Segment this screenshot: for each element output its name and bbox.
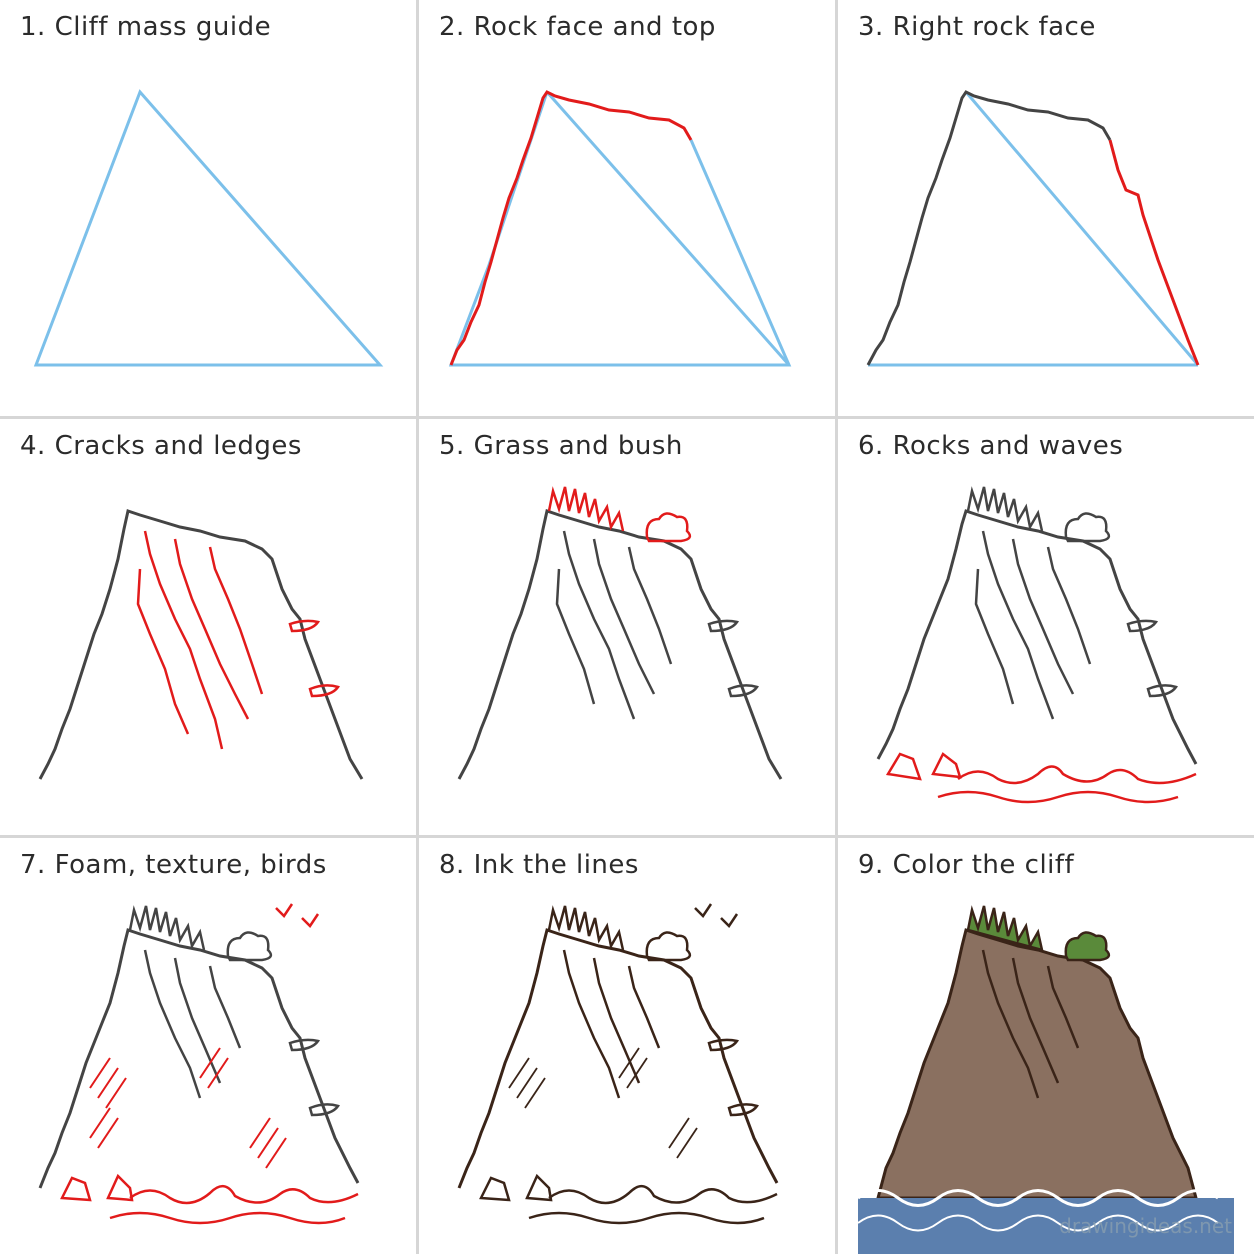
step-caption: 8. Ink the lines — [439, 850, 639, 880]
step-panel-9: 9. Color the cliff — [838, 838, 1254, 1254]
step-caption: 9. Color the cliff — [858, 850, 1075, 880]
grid-divider-h2 — [0, 835, 1254, 838]
step-panel-1: 1. Cliff mass guide — [0, 0, 416, 416]
step-caption: 6. Rocks and waves — [858, 431, 1124, 461]
step-caption: 5. Grass and bush — [439, 431, 683, 461]
step-illustration — [457, 486, 783, 780]
grid-divider-h1 — [0, 416, 1254, 419]
step-illustration — [448, 90, 792, 367]
step-panel-4: 4. Cracks and ledges — [0, 419, 416, 835]
step-illustration — [857, 905, 1234, 1254]
step-caption: 2. Rock face and top — [439, 12, 716, 42]
step-illustration — [38, 903, 360, 1225]
step-illustration — [866, 90, 1200, 367]
step-illustration — [33, 89, 384, 367]
step-panel-5: 5. Grass and bush — [419, 419, 835, 835]
step-panel-3: 3. Right rock face — [838, 0, 1254, 416]
step-caption: 4. Cracks and ledges — [20, 431, 302, 461]
step-panel-8: 8. Ink the lines — [419, 838, 835, 1254]
step-caption: 3. Right rock face — [858, 12, 1096, 42]
step-panel-7: 7. Foam, texture, birds — [0, 838, 416, 1254]
watermark: drawingideas.net — [1059, 1214, 1232, 1238]
step-caption: 1. Cliff mass guide — [20, 12, 272, 42]
step-illustration — [876, 486, 1198, 804]
step-panel-6: 6. Rocks and waves — [838, 419, 1254, 835]
grid-divider-v2 — [835, 0, 838, 1254]
grid-divider-v1 — [416, 0, 419, 1254]
step-illustration — [457, 903, 779, 1225]
step-illustration — [38, 509, 364, 780]
step-caption: 7. Foam, texture, birds — [20, 850, 327, 880]
step-panel-2: 2. Rock face and top — [419, 0, 835, 416]
